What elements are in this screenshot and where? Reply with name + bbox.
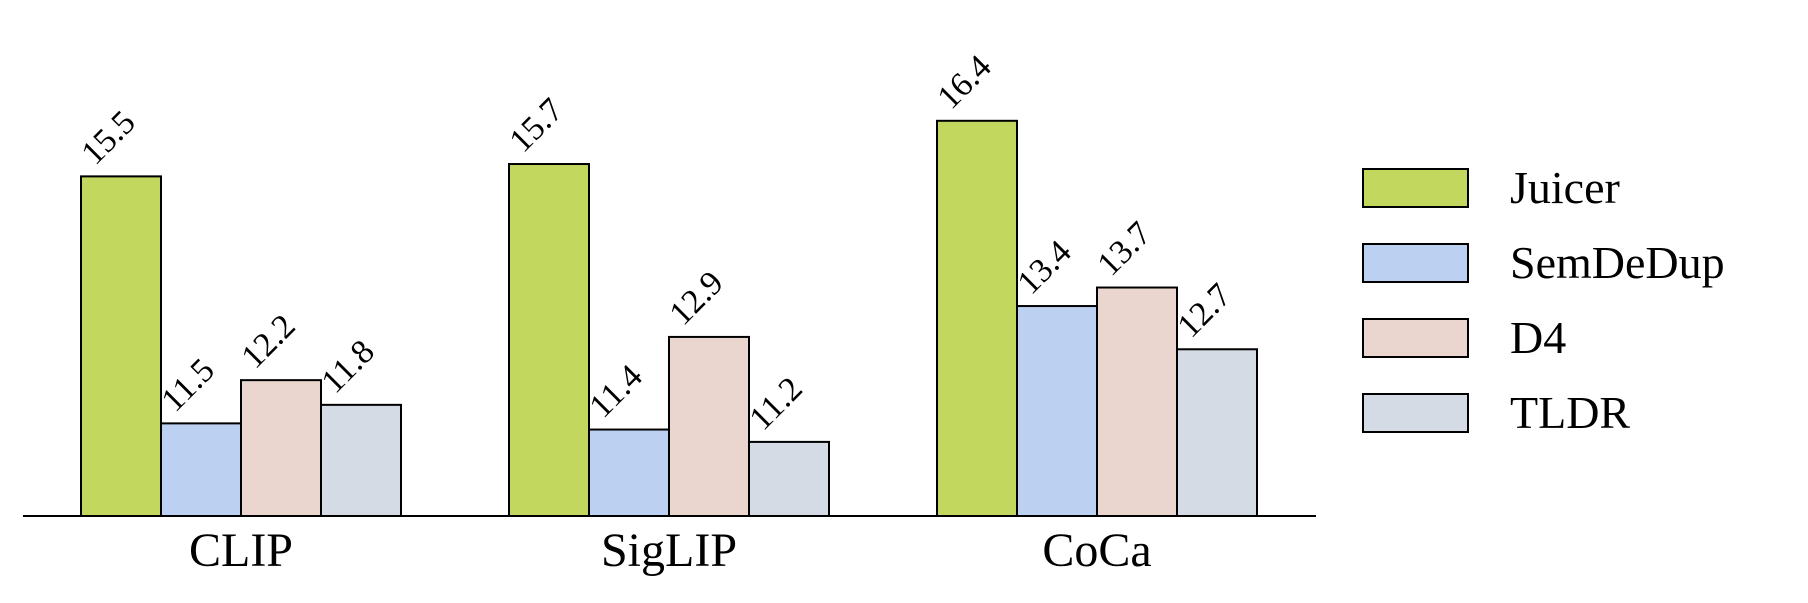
- legend-swatch: [1362, 243, 1469, 283]
- x-tick-label: CLIP: [189, 524, 293, 577]
- bar: [160, 422, 242, 517]
- bar: [668, 335, 750, 517]
- value-label: 15.5: [74, 104, 142, 172]
- legend-swatch: [1362, 168, 1469, 208]
- value-label: 11.4: [582, 358, 649, 425]
- legend-label: Juicer: [1510, 162, 1620, 213]
- value-label: 13.7: [1090, 215, 1158, 283]
- bar: [508, 163, 590, 517]
- x-tick-label: CoCa: [1042, 524, 1151, 577]
- bar: [936, 119, 1018, 518]
- legend-label: D4: [1510, 312, 1566, 363]
- value-label: 12.9: [662, 264, 730, 332]
- bar: [240, 379, 322, 517]
- bar: [588, 428, 670, 517]
- legend-swatch: [1362, 318, 1469, 358]
- value-label: 13.4: [1010, 233, 1078, 301]
- bar: [1016, 305, 1098, 517]
- bar: [80, 175, 162, 517]
- bar: [748, 440, 830, 517]
- value-label: 11.5: [154, 352, 221, 419]
- legend-label: SemDeDup: [1510, 237, 1725, 288]
- value-label: 16.4: [930, 48, 998, 116]
- bar: [1096, 286, 1178, 517]
- legend-swatch: [1362, 393, 1469, 433]
- legend-label: TLDR: [1510, 387, 1630, 438]
- value-label: 12.2: [234, 308, 302, 376]
- bar: [1176, 348, 1258, 517]
- value-label: 11.8: [314, 333, 381, 400]
- value-label: 11.2: [742, 370, 809, 437]
- bar: [320, 403, 402, 518]
- x-tick-label: SigLIP: [601, 524, 737, 577]
- value-label: 15.7: [502, 91, 570, 159]
- value-label: 12.7: [1170, 277, 1238, 345]
